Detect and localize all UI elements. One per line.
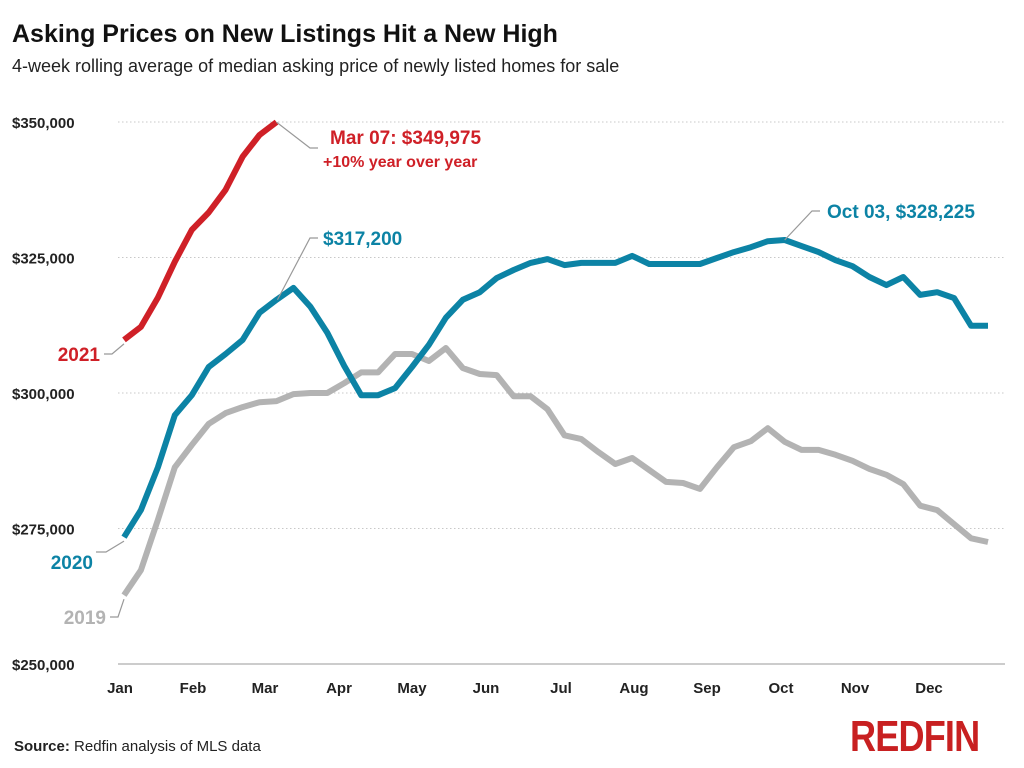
x-tick-label: Nov [841, 680, 870, 697]
y-tick-label: $325,000 [12, 251, 75, 268]
leader-line [276, 237, 318, 301]
annotation-2020-peak: Oct 03, $328,225 [827, 202, 975, 223]
series-line-2020 [121, 237, 988, 539]
chart-subtitle: 4-week rolling average of median asking … [12, 56, 620, 76]
leader-line [110, 598, 125, 618]
x-tick-label: Jan [107, 680, 133, 697]
annotation-peak-2021: Mar 07: $349,975 [330, 128, 481, 149]
source-text: Redfin analysis of MLS data [74, 738, 261, 755]
chart-title: Asking Prices on New Listings Hit a New … [12, 20, 558, 48]
series-line-2019 [121, 345, 989, 597]
redfin-logo: REDFIN [850, 712, 980, 761]
source-label: Source: [14, 738, 70, 755]
x-tick-label: Aug [619, 680, 648, 697]
annotation-yoy-2021: +10% year over year [323, 154, 477, 171]
leader-line [276, 121, 318, 149]
x-tick-label: Dec [915, 680, 943, 697]
x-tick-label: May [397, 680, 427, 697]
x-tick-label: Jul [550, 680, 572, 697]
leader-line [96, 540, 125, 553]
leader-line [784, 210, 820, 241]
x-tick-label: Feb [180, 680, 207, 697]
x-tick-label: Sep [693, 680, 721, 697]
series-line-2021 [122, 119, 279, 343]
series-label-2021: 2021 [58, 345, 101, 366]
y-tick-label: $275,000 [12, 522, 75, 539]
y-tick-label: $250,000 [12, 657, 75, 674]
x-tick-label: Mar [252, 680, 279, 697]
series-label-2020: 2020 [51, 553, 93, 574]
y-tick-label: $350,000 [12, 115, 75, 132]
annotation-2020-march: $317,200 [323, 229, 402, 250]
leader-line [104, 343, 125, 355]
x-tick-label: Apr [326, 680, 352, 697]
series-label-2019: 2019 [64, 608, 106, 629]
source-note: Source: Redfin analysis of MLS data [14, 738, 261, 755]
y-tick-label: $300,000 [12, 386, 75, 403]
x-tick-label: Oct [768, 680, 793, 697]
x-tick-label: Jun [473, 680, 500, 697]
